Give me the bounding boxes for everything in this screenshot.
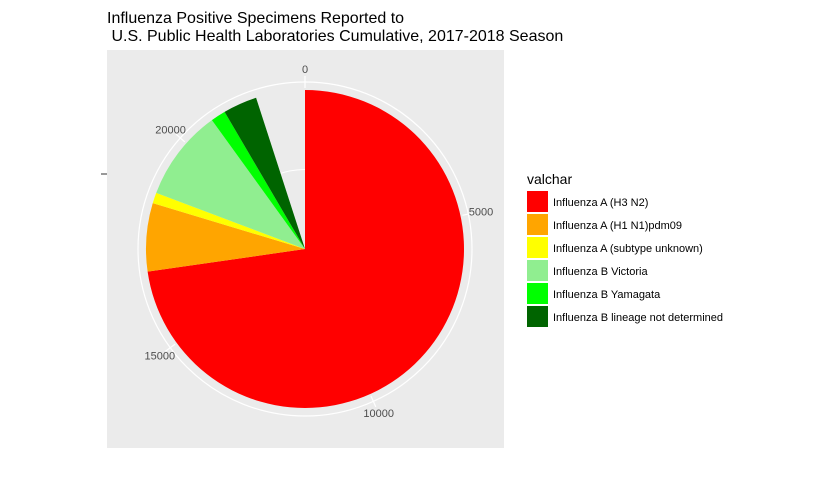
axis-ticks: 0 5000 10000 15000 20000 [145, 64, 494, 420]
legend-swatch-2 [527, 237, 548, 258]
legend-label-5: Influenza B lineage not determined [553, 312, 723, 324]
axis-tick-label-4: 20000 [155, 124, 186, 136]
legend-swatch-1 [527, 214, 548, 235]
pie-slice-3 [156, 120, 305, 249]
pie-slice-2 [152, 192, 305, 249]
legend-label-3: Influenza B Victoria [553, 266, 648, 278]
pie-slice-1 [146, 203, 305, 272]
legend-label-1: Influenza A (H1 N1)pdm09 [553, 220, 682, 232]
grid-tick-line-1 [462, 212, 475, 216]
chart-title-line-1: Influenza Positive Specimens Reported to [107, 10, 404, 27]
legend: Influenza A (H3 N2) Influenza A (H1 N1)pd… [527, 191, 723, 327]
axis-tick-label-1: 5000 [469, 206, 493, 218]
grid-tick-line-2 [370, 395, 377, 408]
legend-swatch-4 [527, 283, 548, 304]
axis-tick-label-0: 0 [302, 64, 308, 76]
grid-tick-line-4 [175, 133, 186, 143]
pie-slices [146, 89, 465, 408]
legend-label-0: Influenza A (H3 N2) [553, 197, 648, 209]
pie-slice-4 [211, 111, 305, 249]
axis-tick-label-3: 15000 [145, 350, 176, 362]
legend-swatch-5 [527, 306, 548, 327]
legend-label-4: Influenza B Yamagata [553, 289, 661, 301]
pie-slice-0 [147, 89, 465, 408]
pie-slice-5 [224, 97, 305, 249]
legend-label-2: Influenza A (subtype unknown) [553, 243, 703, 255]
legend-swatch-0 [527, 191, 548, 212]
grid-tick-line-3 [165, 343, 176, 352]
chart-title-line-2: U.S. Public Health Laboratories Cumulati… [107, 28, 563, 45]
legend-swatch-3 [527, 260, 548, 281]
legend-title: valchar [527, 171, 572, 187]
axis-tick-label-2: 10000 [363, 408, 394, 420]
